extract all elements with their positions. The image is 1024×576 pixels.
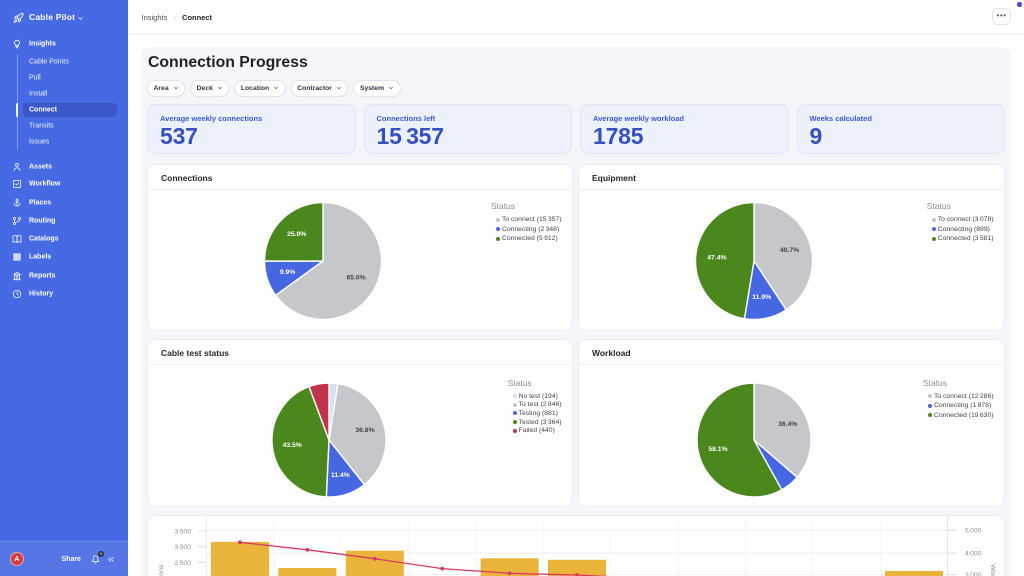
svg-text:3 000: 3 000 <box>175 544 192 551</box>
svg-text:11.4%: 11.4% <box>331 471 350 478</box>
svg-text:5 000: 5 000 <box>965 527 982 534</box>
svg-text:65.0%: 65.0% <box>346 274 365 281</box>
svg-text:3 000: 3 000 <box>965 572 982 576</box>
svg-text:36.4%: 36.4% <box>778 421 797 428</box>
svg-text:47.4%: 47.4% <box>707 254 726 261</box>
svg-text:4 000: 4 000 <box>965 550 982 557</box>
svg-text:40.7%: 40.7% <box>779 246 798 253</box>
svg-text:43.5%: 43.5% <box>283 442 302 449</box>
svg-text:36.8%: 36.8% <box>355 427 374 434</box>
svg-text:11.9%: 11.9% <box>752 293 771 300</box>
svg-text:Connections: Connections <box>158 564 165 576</box>
svg-text:58.1%: 58.1% <box>708 445 727 452</box>
svg-text:3 500: 3 500 <box>175 528 192 535</box>
svg-text:Workload: Workload <box>989 564 996 576</box>
svg-text:9.9%: 9.9% <box>279 269 295 276</box>
svg-text:25.0%: 25.0% <box>287 231 306 238</box>
svg-text:2 500: 2 500 <box>175 559 192 566</box>
